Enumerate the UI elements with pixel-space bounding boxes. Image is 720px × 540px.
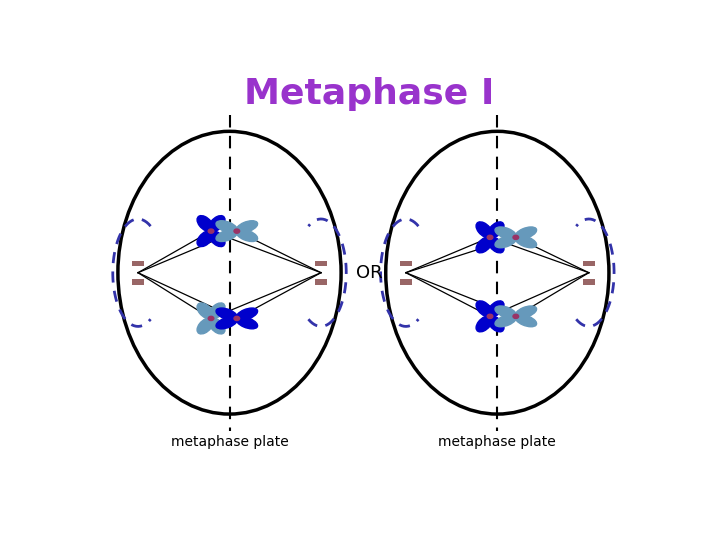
Ellipse shape	[209, 215, 225, 232]
Ellipse shape	[487, 237, 504, 253]
Ellipse shape	[197, 231, 213, 247]
Ellipse shape	[495, 306, 516, 318]
Circle shape	[513, 314, 518, 319]
FancyBboxPatch shape	[400, 279, 412, 285]
FancyBboxPatch shape	[582, 261, 595, 266]
Ellipse shape	[476, 237, 492, 253]
Ellipse shape	[487, 222, 504, 238]
Ellipse shape	[495, 315, 516, 327]
FancyBboxPatch shape	[315, 279, 327, 285]
Ellipse shape	[236, 317, 258, 329]
Text: Metaphase I: Metaphase I	[244, 77, 494, 111]
FancyBboxPatch shape	[132, 261, 144, 266]
Circle shape	[487, 314, 493, 319]
Ellipse shape	[487, 301, 504, 317]
Text: metaphase plate: metaphase plate	[438, 435, 557, 449]
Ellipse shape	[209, 303, 225, 319]
Ellipse shape	[495, 227, 516, 239]
Ellipse shape	[476, 301, 492, 317]
Ellipse shape	[216, 308, 238, 320]
FancyBboxPatch shape	[400, 261, 412, 266]
Ellipse shape	[516, 315, 536, 327]
Ellipse shape	[209, 231, 225, 247]
Ellipse shape	[516, 227, 536, 239]
Circle shape	[513, 235, 518, 239]
FancyBboxPatch shape	[132, 279, 144, 285]
Ellipse shape	[516, 235, 536, 248]
Circle shape	[487, 235, 493, 239]
Circle shape	[234, 229, 240, 233]
Ellipse shape	[216, 221, 238, 233]
Ellipse shape	[197, 215, 213, 232]
Ellipse shape	[197, 303, 213, 319]
Circle shape	[208, 229, 214, 233]
Text: OR: OR	[356, 264, 382, 282]
Text: metaphase plate: metaphase plate	[171, 435, 289, 449]
Ellipse shape	[236, 221, 258, 233]
Ellipse shape	[236, 230, 258, 241]
Circle shape	[208, 316, 214, 321]
Ellipse shape	[216, 230, 238, 241]
Circle shape	[234, 316, 240, 321]
Ellipse shape	[476, 222, 492, 238]
Ellipse shape	[236, 308, 258, 320]
Ellipse shape	[476, 316, 492, 332]
Ellipse shape	[209, 318, 225, 334]
FancyBboxPatch shape	[582, 279, 595, 285]
Ellipse shape	[216, 317, 238, 329]
Ellipse shape	[516, 306, 536, 318]
FancyBboxPatch shape	[315, 261, 327, 266]
Ellipse shape	[197, 318, 213, 334]
Ellipse shape	[487, 316, 504, 332]
Ellipse shape	[495, 235, 516, 248]
